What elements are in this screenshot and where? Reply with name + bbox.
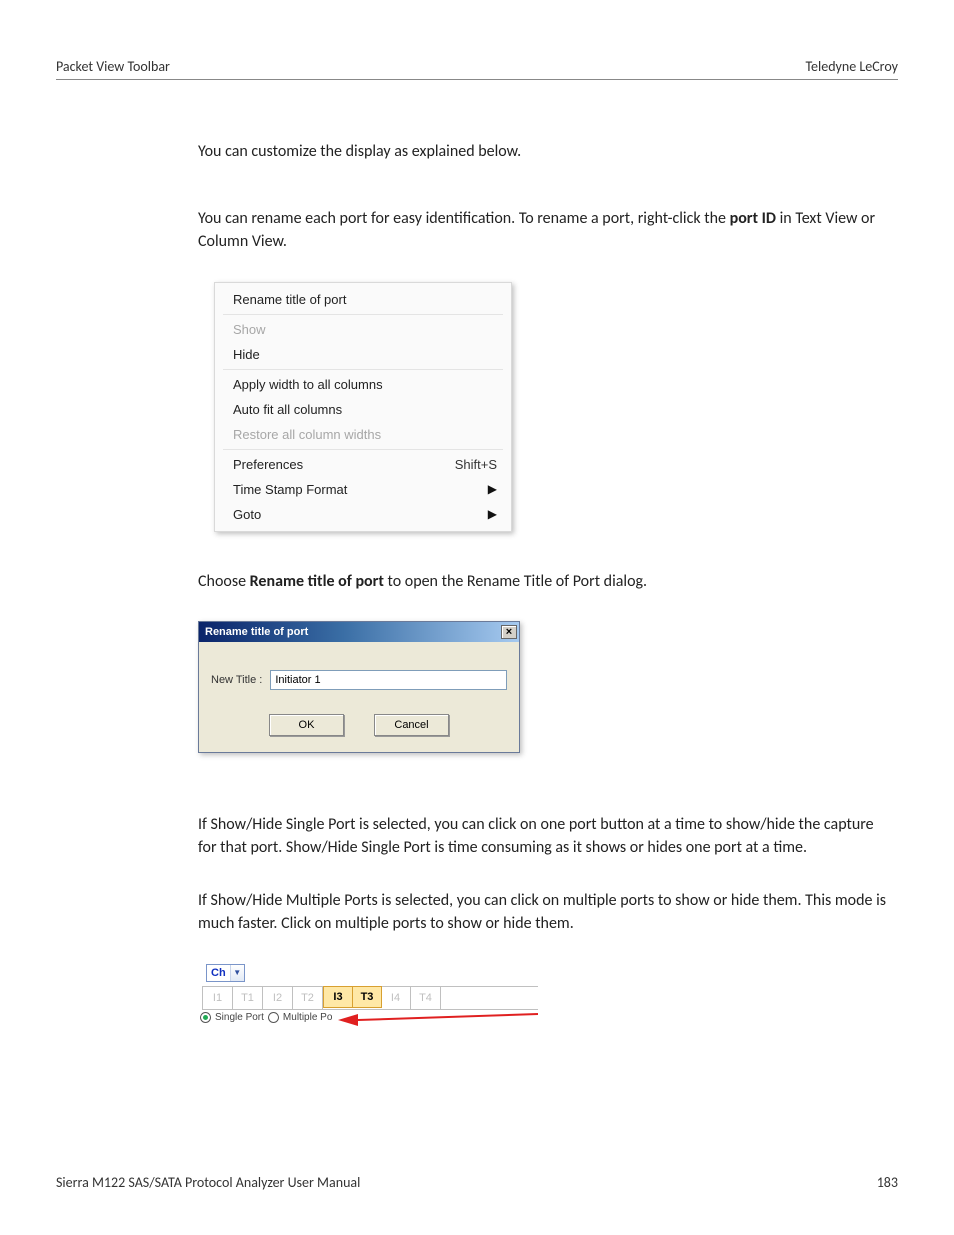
multiple-port-paragraph: If Show/Hide Multiple Ports is selected,…	[198, 889, 894, 935]
menu-shortcut: Shift+S	[455, 457, 497, 472]
dialog-title: Rename title of port	[205, 626, 308, 638]
header-right: Teledyne LeCroy	[805, 58, 898, 75]
port-button-t1[interactable]: T1	[233, 987, 263, 1009]
rename-title-bold: Rename title of port	[250, 572, 384, 591]
text-run: You can rename each port for easy identi…	[198, 209, 730, 228]
text-run: Choose	[198, 572, 250, 591]
menu-rename-title[interactable]: Rename title of port	[215, 287, 511, 312]
port-button-i1[interactable]: I1	[203, 987, 233, 1009]
menu-label: Time Stamp Format	[233, 482, 347, 497]
menu-auto-fit[interactable]: Auto fit all columns	[215, 397, 511, 422]
page-header: Packet View Toolbar Teledyne LeCroy	[56, 58, 898, 80]
header-left: Packet View Toolbar	[56, 58, 170, 75]
menu-separator	[223, 314, 503, 315]
footer-page-number: 183	[877, 1174, 898, 1191]
menu-show: Show	[215, 317, 511, 342]
intro-paragraph: You can customize the display as explain…	[198, 140, 894, 163]
port-toolbar: Ch ▼ I1 T1 I2 T2 I3 T3 I4 T4 Single Port…	[198, 964, 538, 1023]
port-button-t2[interactable]: T2	[293, 987, 323, 1009]
menu-timestamp-format[interactable]: Time Stamp Format ▶	[215, 477, 511, 502]
menu-hide[interactable]: Hide	[215, 342, 511, 367]
submenu-arrow-icon: ▶	[488, 482, 497, 496]
chevron-down-icon: ▼	[230, 965, 244, 981]
menu-goto[interactable]: Goto ▶	[215, 502, 511, 527]
multiple-port-label: Multiple Po	[283, 1012, 332, 1023]
menu-separator	[223, 449, 503, 450]
choose-rename-paragraph: Choose Rename title of port to open the …	[198, 570, 894, 593]
text-run: to open the Rename Title of Port dialog.	[384, 572, 647, 591]
channel-dropdown[interactable]: Ch ▼	[206, 964, 245, 982]
multiple-port-radio[interactable]	[268, 1012, 279, 1023]
new-title-row: New Title :	[211, 670, 507, 690]
menu-apply-width[interactable]: Apply width to all columns	[215, 372, 511, 397]
close-button[interactable]: ×	[501, 625, 517, 639]
menu-label: Hide	[233, 347, 260, 362]
menu-label: Show	[233, 322, 266, 337]
submenu-arrow-icon: ▶	[488, 507, 497, 521]
menu-label: Rename title of port	[233, 292, 346, 307]
context-menu: Rename title of port Show Hide Apply wid…	[214, 282, 512, 532]
port-button-t3[interactable]: T3	[352, 986, 382, 1008]
port-button-t4[interactable]: T4	[411, 987, 441, 1009]
dialog-button-row: OK Cancel	[211, 714, 507, 736]
new-title-label: New Title :	[211, 674, 262, 686]
menu-preferences[interactable]: Preferences Shift+S	[215, 452, 511, 477]
rename-instruction-paragraph: You can rename each port for easy identi…	[198, 207, 894, 253]
port-button-i2[interactable]: I2	[263, 987, 293, 1009]
menu-label: Auto fit all columns	[233, 402, 342, 417]
port-id-bold: port ID	[730, 209, 776, 228]
page-footer: Sierra M122 SAS/SATA Protocol Analyzer U…	[56, 1174, 898, 1191]
port-button-i3[interactable]: I3	[323, 986, 353, 1008]
port-mode-radio-row: Single Port Multiple Po	[200, 1012, 538, 1023]
menu-label: Apply width to all columns	[233, 377, 383, 392]
single-port-radio[interactable]	[200, 1012, 211, 1023]
footer-manual-title: Sierra M122 SAS/SATA Protocol Analyzer U…	[56, 1174, 360, 1191]
ok-button[interactable]: OK	[269, 714, 344, 736]
menu-label: Preferences	[233, 457, 303, 472]
dialog-body: New Title : OK Cancel	[199, 642, 519, 752]
single-port-label: Single Port	[215, 1012, 264, 1023]
menu-restore-widths: Restore all column widths	[215, 422, 511, 447]
channel-label: Ch	[207, 967, 230, 979]
red-arrow-icon	[338, 1012, 538, 1028]
rename-port-dialog: Rename title of port × New Title : OK Ca…	[198, 621, 520, 753]
menu-separator	[223, 369, 503, 370]
new-title-input[interactable]	[270, 670, 507, 690]
port-button-i4[interactable]: I4	[381, 987, 411, 1009]
single-port-paragraph: If Show/Hide Single Port is selected, yo…	[198, 813, 894, 859]
body-content: You can customize the display as explain…	[198, 140, 894, 1023]
menu-label: Restore all column widths	[233, 427, 381, 442]
dialog-titlebar[interactable]: Rename title of port ×	[199, 622, 519, 642]
menu-label: Goto	[233, 507, 261, 522]
port-button-row: I1 T1 I2 T2 I3 T3 I4 T4	[202, 986, 538, 1010]
cancel-button[interactable]: Cancel	[374, 714, 449, 736]
